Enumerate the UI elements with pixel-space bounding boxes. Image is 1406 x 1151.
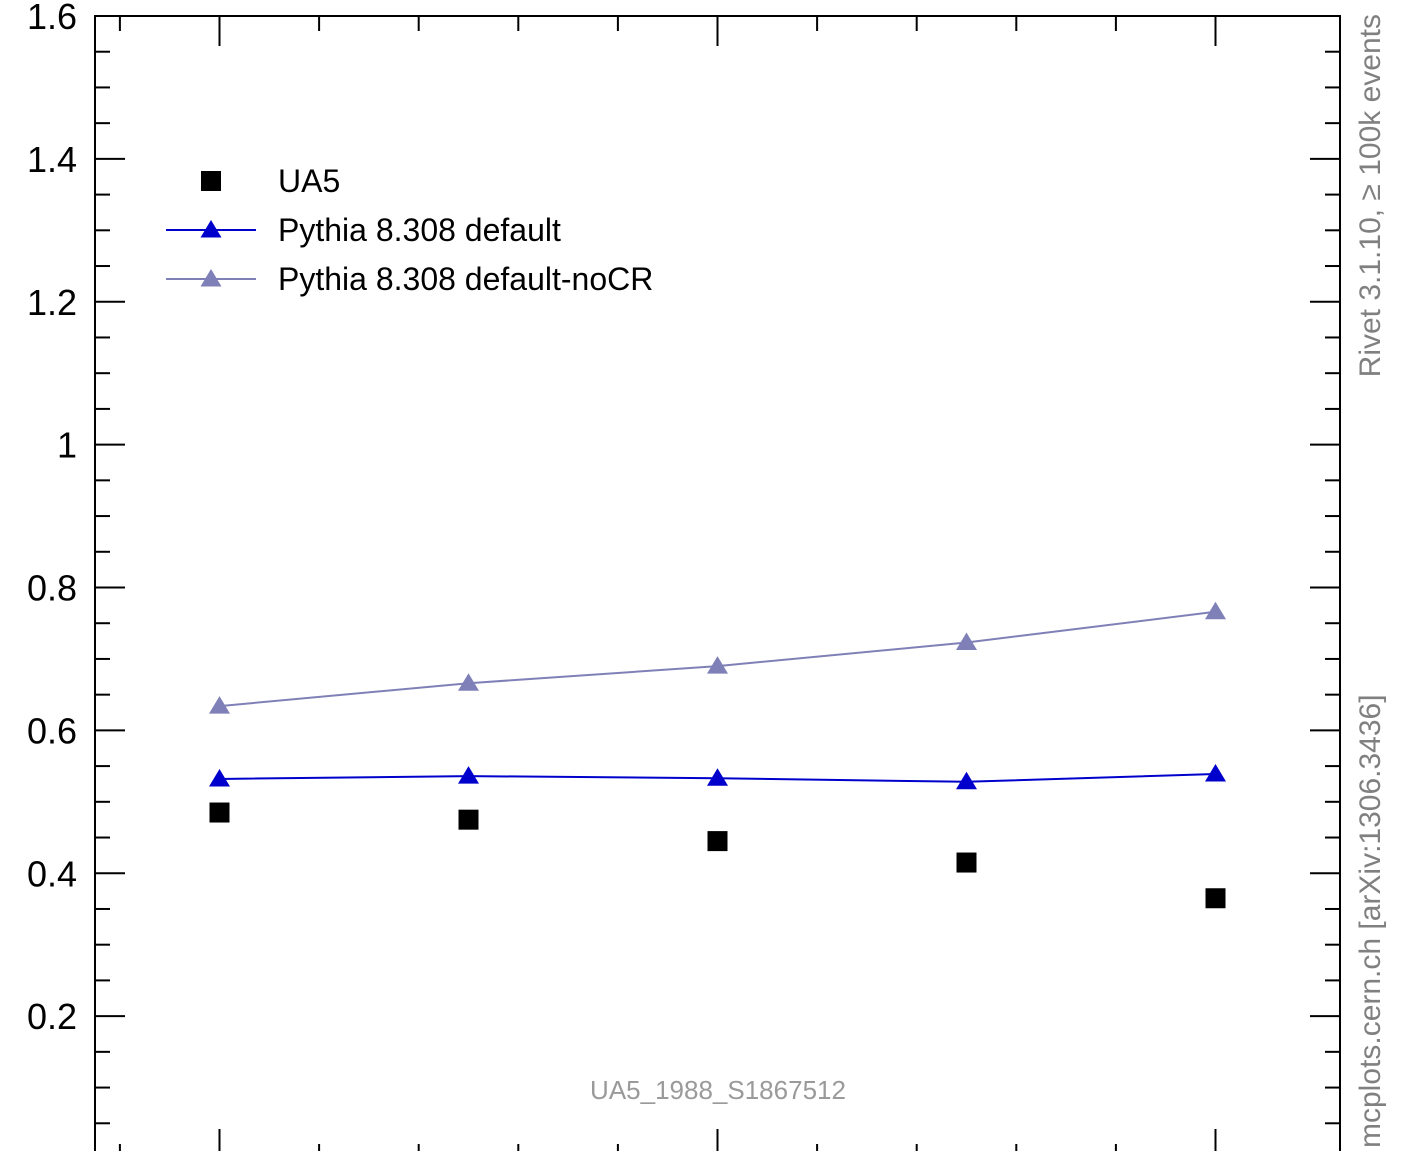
data-point-triangle <box>458 673 479 691</box>
data-point-triangle <box>209 696 230 714</box>
legend-marker-triangle <box>200 220 222 238</box>
y-tick-label: 1 <box>57 425 77 466</box>
legend: UA5 Pythia 8.308 default Pythia 8.308 defa… <box>166 163 653 297</box>
legend-label: Pythia 8.308 default <box>278 212 561 248</box>
y-tick-label: 0.4 <box>27 853 77 894</box>
data-point-square <box>1205 888 1226 909</box>
legend-entry: Pythia 8.308 default <box>166 212 561 248</box>
rivet-version-label: Rivet 3.1.10, ≥ 100k events <box>1354 14 1387 377</box>
data-point-triangle <box>1205 601 1226 620</box>
series-3 <box>209 601 1226 714</box>
y-tick-label: 0.6 <box>27 710 77 751</box>
mcplots-source-label: mcplots.cern.ch [arXiv:1306.3436] <box>1354 694 1387 1148</box>
axis-ticks <box>95 15 1340 1151</box>
data-point-triangle <box>956 771 977 790</box>
data-point-triangle <box>707 768 728 786</box>
data-point-square <box>707 831 728 852</box>
legend-marker-triangle <box>200 269 222 287</box>
y-tick-label: 0.8 <box>27 568 77 609</box>
series-1 <box>209 802 1226 909</box>
y-tick-label: 1.6 <box>27 0 77 37</box>
legend-entry: UA5 <box>201 163 340 199</box>
analysis-watermark: UA5_1988_S1867512 <box>590 1075 846 1105</box>
data-point-triangle <box>1205 763 1226 782</box>
data-point-triangle <box>956 632 977 651</box>
data-point-triangle <box>209 768 230 787</box>
legend-entry: Pythia 8.308 default-noCR <box>166 261 653 297</box>
legend-marker-square <box>201 171 221 191</box>
data-point-square <box>956 852 977 873</box>
y-tick-label: 0.2 <box>27 996 77 1037</box>
data-point-square <box>209 802 230 823</box>
legend-label: Pythia 8.308 default-noCR <box>278 261 653 297</box>
series-layer <box>209 601 1226 909</box>
y-tick-labels: 0.2 0.4 0.6 0.8 1 1.2 1.4 1.6 <box>27 0 77 1037</box>
legend-label: UA5 <box>278 163 340 199</box>
data-point-triangle <box>458 766 479 784</box>
y-tick-label: 1.4 <box>27 139 77 180</box>
data-point-triangle <box>707 656 728 674</box>
y-tick-label: 1.2 <box>27 282 77 323</box>
data-point-square <box>458 809 479 830</box>
series-2 <box>209 763 1226 790</box>
